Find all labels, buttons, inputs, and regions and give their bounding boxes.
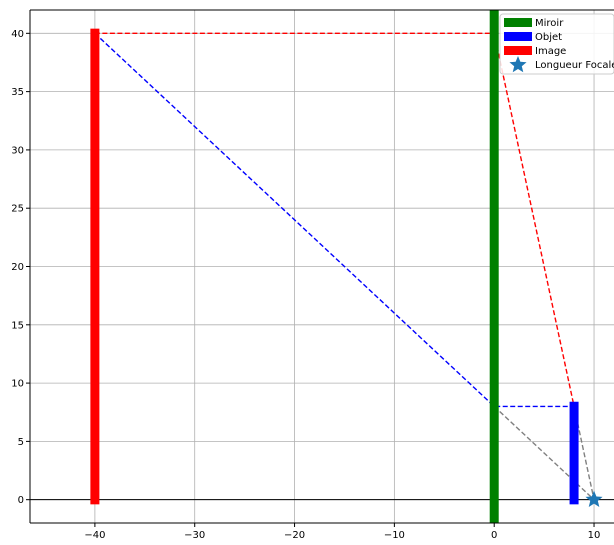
ray-line xyxy=(94,32,575,408)
grid xyxy=(30,10,614,523)
x-tick-label: 0 xyxy=(491,530,497,541)
bar-objet xyxy=(569,401,579,505)
x-tick-label: −40 xyxy=(84,530,105,541)
y-tick-label: 10 xyxy=(11,379,24,390)
x-tick-label: 10 xyxy=(588,530,601,541)
legend-label: Miroir xyxy=(535,18,564,29)
x-tick-label: −30 xyxy=(184,530,205,541)
legend-star-icon xyxy=(509,56,527,73)
bars xyxy=(90,10,579,523)
markers xyxy=(585,490,603,507)
ray-line xyxy=(94,32,575,407)
y-tick-label: 35 xyxy=(11,87,24,98)
legend-swatch xyxy=(504,18,532,27)
legend-swatch xyxy=(504,32,532,41)
y-tick-label: 25 xyxy=(11,204,24,215)
y-tick-label: 20 xyxy=(11,262,24,273)
legend-label: Image xyxy=(535,46,566,57)
legend-swatch xyxy=(504,46,532,55)
focal-point-star xyxy=(585,490,603,507)
legend: Miroir Objet Image Longueur Focale xyxy=(499,13,614,75)
bar-miroir xyxy=(489,10,499,523)
x-tick-label: −10 xyxy=(384,530,405,541)
legend-label: Longueur Focale xyxy=(535,60,614,71)
x-tick-label: −20 xyxy=(284,530,305,541)
y-tick-label: 30 xyxy=(11,145,24,156)
ticks: −40 −30 −20 −10 0 10 0 5 10 15 20 25 30 35 40 xyxy=(11,29,600,541)
y-tick-label: 15 xyxy=(11,320,24,331)
bar-image xyxy=(90,28,100,505)
y-tick-label: 0 xyxy=(18,495,24,506)
y-tick-label: 40 xyxy=(11,29,24,40)
ray-line xyxy=(493,405,596,502)
legend-box xyxy=(499,13,614,75)
legend-label: Objet xyxy=(535,32,562,43)
y-tick-label: 5 xyxy=(18,437,24,448)
